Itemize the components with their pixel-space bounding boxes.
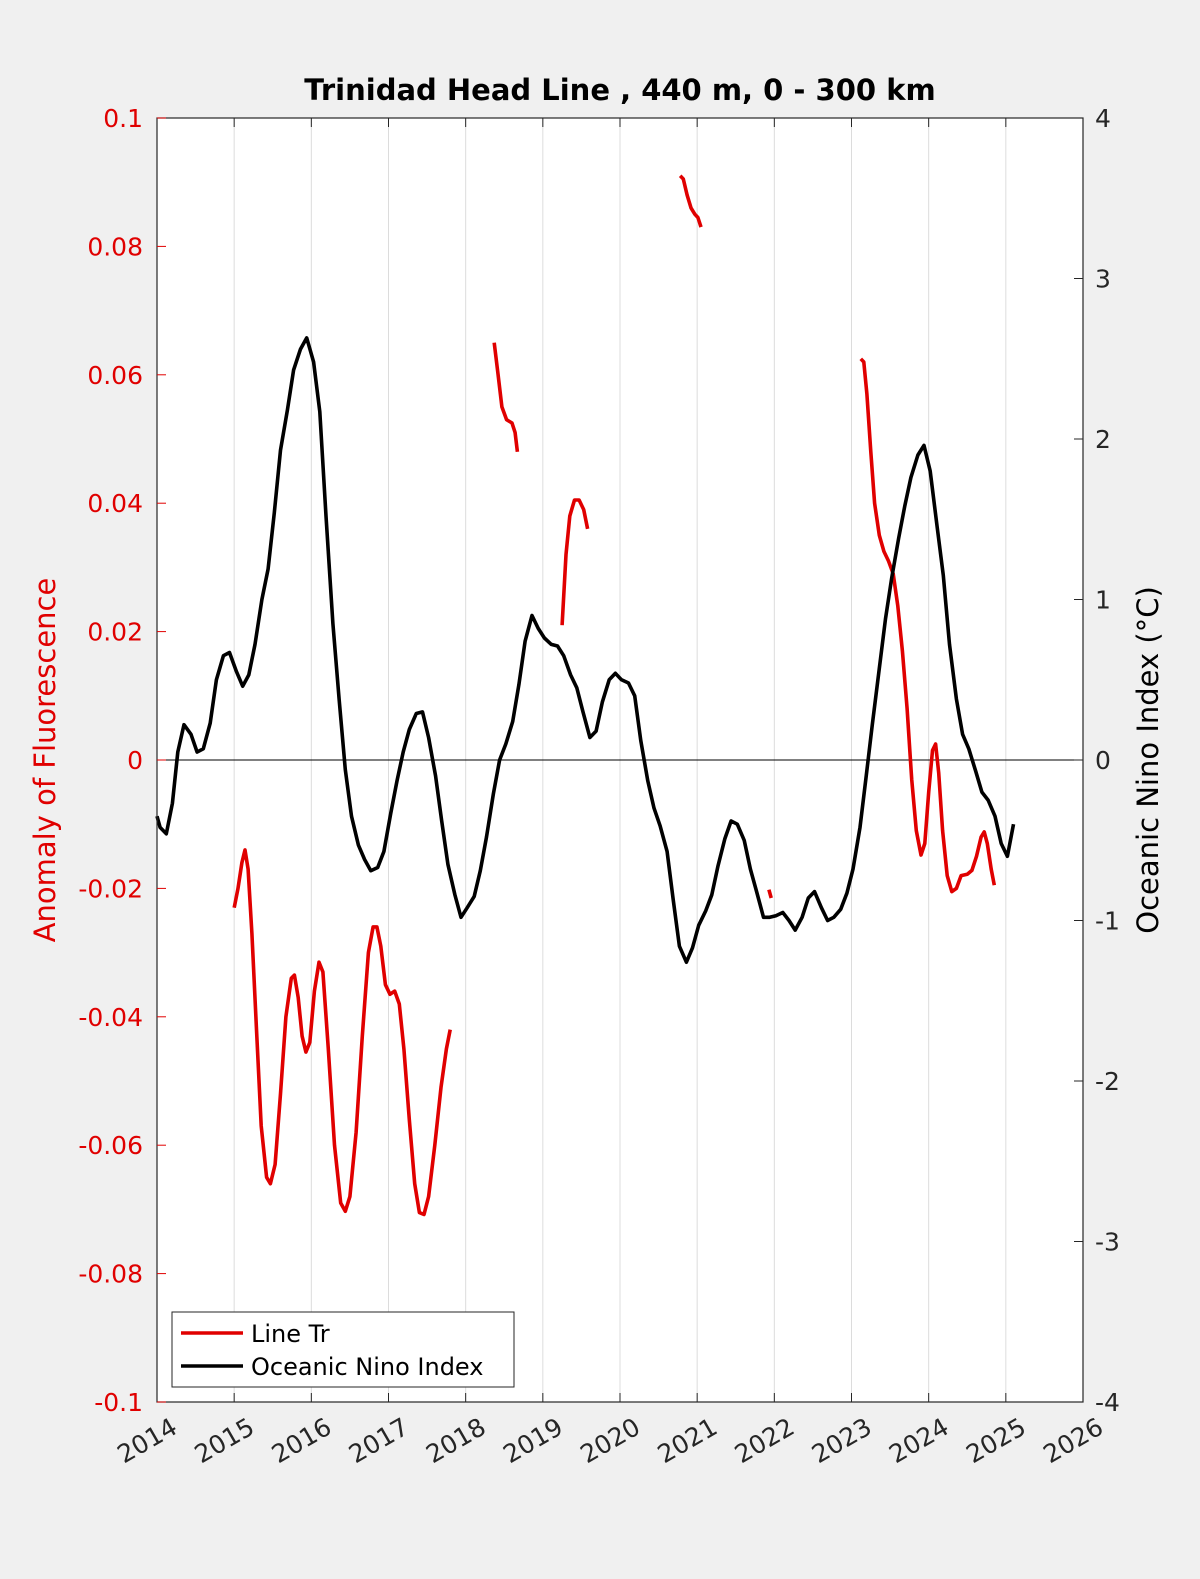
y-left-tick-label: -0.06 bbox=[78, 1131, 143, 1160]
y-right-tick-label: -1 bbox=[1095, 907, 1120, 936]
y-left-tick-label: 0 bbox=[127, 746, 143, 775]
x-tick-label: 2018 bbox=[421, 1412, 491, 1469]
x-tick-label: 2014 bbox=[112, 1412, 182, 1469]
legend-box bbox=[171, 1311, 515, 1388]
y-right-tick-label: 4 bbox=[1095, 104, 1111, 133]
y-axis-left: 0.1 0.08 0.06 0.04 0.02 0 -0.02 -0.04 -0.06 -0.08… bbox=[78, 104, 166, 1417]
legend: Line Tr Oceanic Nino Index bbox=[171, 1311, 515, 1388]
y-right-tick-label: 0 bbox=[1095, 746, 1111, 775]
y-right-tick-label: 3 bbox=[1095, 265, 1111, 294]
series-line-tr-segment bbox=[859, 357, 997, 894]
series-line-tr-segment bbox=[560, 498, 590, 626]
y-right-tick-label: -2 bbox=[1095, 1067, 1120, 1096]
y-left-tick-label: 0.1 bbox=[103, 104, 143, 133]
series-line-tr-segment bbox=[678, 174, 703, 228]
chart-title: Trinidad Head Line , 440 m, 0 - 300 km bbox=[304, 73, 935, 107]
x-tick-label: 2025 bbox=[961, 1412, 1031, 1469]
y-axis-right-label: Oceanic Nino Index (°C) bbox=[1131, 586, 1165, 934]
y-right-tick-label: 1 bbox=[1095, 586, 1111, 615]
x-tick-label: 2015 bbox=[190, 1412, 260, 1469]
x-tick-label: 2021 bbox=[653, 1412, 723, 1469]
y-left-tick-label: -0.08 bbox=[78, 1260, 143, 1289]
y-right-tick-label: 2 bbox=[1095, 425, 1111, 454]
series-line-tr-segment bbox=[492, 342, 520, 453]
x-tick-label: 2023 bbox=[807, 1412, 877, 1469]
y-left-tick-label: -0.1 bbox=[94, 1388, 143, 1417]
y-left-tick-label: 0.04 bbox=[87, 489, 143, 518]
series-oni-line bbox=[155, 336, 1016, 964]
series-line-tr-segment bbox=[767, 889, 773, 899]
x-tick-label: 2026 bbox=[1038, 1412, 1108, 1469]
y-axis-left-label: Anomaly of Fluorescence bbox=[28, 578, 62, 943]
x-tick-label: 2017 bbox=[344, 1412, 414, 1469]
series-line-tr-segment bbox=[232, 848, 452, 1217]
x-tick-label: 2022 bbox=[730, 1412, 800, 1469]
legend-label-line-tr: Line Tr bbox=[251, 1320, 330, 1348]
y-right-tick-label: -3 bbox=[1095, 1228, 1120, 1257]
y-left-tick-label: -0.04 bbox=[78, 1003, 143, 1032]
y-right-tick-label: -4 bbox=[1095, 1388, 1120, 1417]
legend-label-oni: Oceanic Nino Index bbox=[251, 1353, 483, 1381]
x-tick-label: 2016 bbox=[267, 1412, 337, 1469]
y-axis-right: 4 3 2 1 0 -1 -2 -3 -4 bbox=[1074, 104, 1120, 1417]
y-left-tick-label: 0.06 bbox=[87, 361, 143, 390]
x-tick-label: 2020 bbox=[575, 1412, 645, 1469]
x-tick-label: 2019 bbox=[498, 1412, 568, 1469]
x-tick-label: 2024 bbox=[884, 1412, 954, 1469]
y-left-tick-label: 0.08 bbox=[87, 232, 143, 261]
y-left-tick-label: 0.02 bbox=[87, 618, 143, 647]
y-left-tick-label: -0.02 bbox=[78, 874, 143, 903]
series-lines bbox=[155, 174, 1016, 1217]
